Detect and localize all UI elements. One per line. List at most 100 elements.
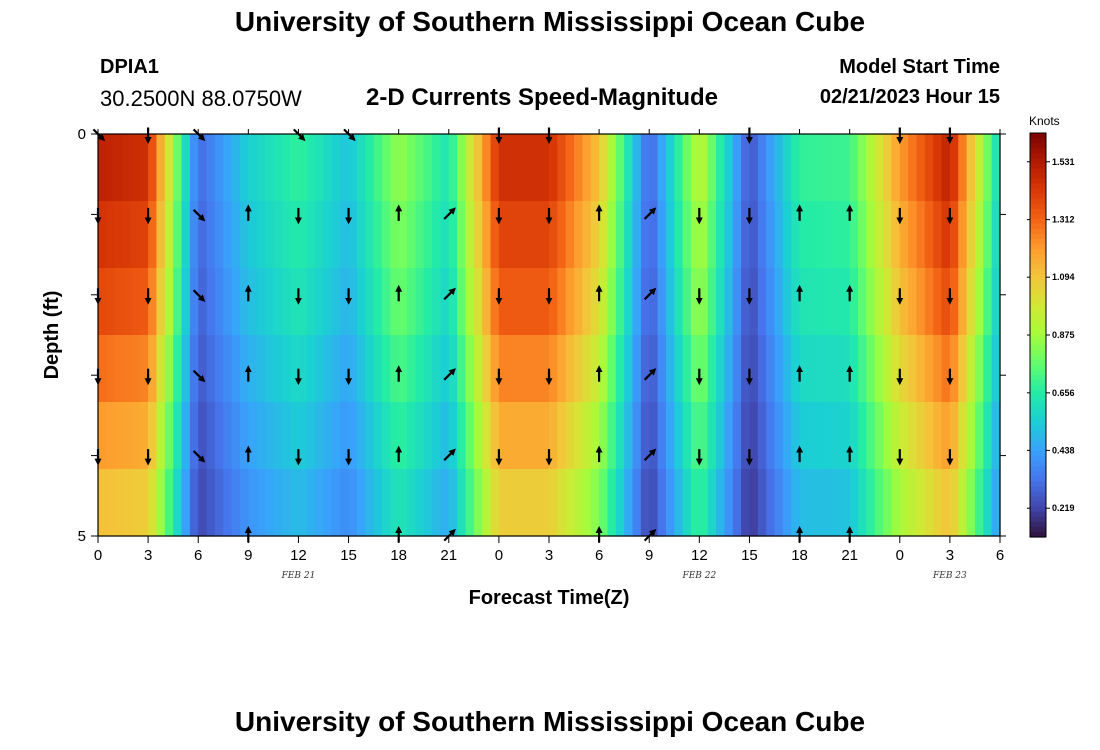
- heatmap-cell: [590, 201, 600, 269]
- heatmap-cell: [858, 335, 867, 403]
- heatmap-cell: [281, 469, 291, 537]
- station-coordinates: 30.2500N 88.0750W: [100, 86, 302, 111]
- heatmap-cell: [599, 469, 609, 537]
- colorbar-swatch: [1030, 284, 1046, 291]
- current-arrow: [643, 448, 657, 461]
- heatmap-cell: [732, 402, 742, 470]
- heatmap-cell: [824, 134, 834, 202]
- heatmap-cell: [440, 201, 450, 269]
- heatmap-cell: [891, 268, 901, 336]
- heatmap-cell: [908, 469, 918, 537]
- colorbar-swatch: [1030, 249, 1046, 255]
- heatmap-cell: [716, 402, 725, 470]
- heatmap-cell: [440, 268, 450, 336]
- heatmap-cell: [348, 335, 358, 403]
- heatmap-cell: [649, 402, 659, 470]
- heatmap-cell: [156, 201, 166, 269]
- heatmap-cell: [298, 201, 308, 269]
- heatmap-cell: [757, 402, 767, 470]
- heatmap-cell: [532, 469, 542, 537]
- heatmap-cell: [832, 201, 842, 269]
- heatmap-cell: [490, 134, 500, 202]
- heatmap-cell: [924, 335, 934, 403]
- colorbar-swatch: [1030, 173, 1046, 180]
- heatmap-cell: [214, 134, 224, 202]
- heatmap-cell: [565, 335, 575, 403]
- heatmap-cell: [390, 402, 400, 470]
- heatmap-cell: [624, 469, 634, 537]
- heatmap-cell: [766, 201, 776, 269]
- heatmap-cell: [148, 201, 158, 269]
- heatmap-cell: [924, 469, 934, 537]
- heatmap-cell: [123, 402, 133, 470]
- heatmap-cell: [356, 201, 366, 269]
- heatmap-cell: [131, 402, 141, 470]
- heatmap-cell: [298, 335, 308, 403]
- heatmap-cell: [749, 134, 759, 202]
- heatmap-cell: [774, 335, 784, 403]
- heatmap-cell: [607, 201, 617, 269]
- heatmap-cell: [866, 134, 876, 202]
- colorbar-swatch: [1030, 234, 1046, 240]
- heatmap-cell: [265, 201, 274, 269]
- heatmap-cell: [874, 469, 884, 537]
- heatmap-cell: [189, 402, 199, 470]
- heatmap-cell: [98, 335, 107, 403]
- current-arrow: [643, 368, 657, 381]
- heatmap-cell: [473, 268, 483, 336]
- heatmap-cell: [156, 134, 166, 202]
- heatmap-cell: [699, 469, 709, 537]
- colorbar-swatch: [1030, 385, 1046, 392]
- heatmap-cell: [983, 268, 993, 336]
- heatmap-cell: [891, 134, 901, 202]
- heatmap-cell: [189, 134, 199, 202]
- heatmap-cell: [457, 402, 467, 470]
- heatmap-cell: [933, 469, 943, 537]
- heatmap-cell: [482, 201, 492, 269]
- heatmap-cell: [348, 402, 358, 470]
- heatmap-cell: [148, 134, 158, 202]
- heatmap-cell: [123, 469, 133, 537]
- heatmap-cell: [565, 201, 575, 269]
- heatmap-cell: [139, 335, 149, 403]
- heatmap-cell: [774, 469, 784, 537]
- heatmap-cell: [724, 335, 734, 403]
- heatmap-cell: [365, 335, 375, 403]
- heatmap-cell: [482, 268, 492, 336]
- heatmap-cell: [114, 469, 124, 537]
- heatmap-cell: [265, 402, 274, 470]
- heatmap-cell: [866, 402, 876, 470]
- heatmap-cell: [214, 268, 224, 336]
- colorbar-swatch: [1030, 153, 1046, 159]
- heatmap-cell: [782, 201, 792, 269]
- heatmap-cell: [791, 201, 801, 269]
- heatmap-cell: [690, 134, 700, 202]
- heatmap-cell: [231, 335, 241, 403]
- heatmap-cell: [707, 201, 717, 269]
- heatmap-cell: [465, 134, 475, 202]
- heatmap-cell: [365, 402, 375, 470]
- heatmap-cell: [139, 201, 149, 269]
- heatmap-cell: [381, 201, 391, 269]
- heatmap-cell: [849, 134, 859, 202]
- heatmap-cell: [248, 134, 258, 202]
- heatmap-cell: [123, 268, 133, 336]
- heatmap-cell: [974, 402, 984, 470]
- heatmap-cell: [674, 268, 684, 336]
- heatmap-cell: [908, 335, 918, 403]
- heatmap-cell: [799, 134, 809, 202]
- heatmap-cell: [632, 402, 642, 470]
- heatmap-cell: [849, 402, 859, 470]
- heatmap-cell: [381, 469, 391, 537]
- heatmap-cell: [732, 268, 742, 336]
- heatmap-cell: [265, 268, 274, 336]
- heatmap-cell: [490, 469, 500, 537]
- heatmap-cell: [791, 268, 801, 336]
- heatmap-cell: [866, 268, 876, 336]
- heatmap-cell: [941, 469, 951, 537]
- heatmap-cell: [540, 469, 550, 537]
- heatmap-cell: [164, 268, 174, 336]
- x-tick-label: 0: [495, 547, 503, 564]
- colorbar-swatch: [1030, 213, 1046, 220]
- heatmap-cell: [757, 268, 767, 336]
